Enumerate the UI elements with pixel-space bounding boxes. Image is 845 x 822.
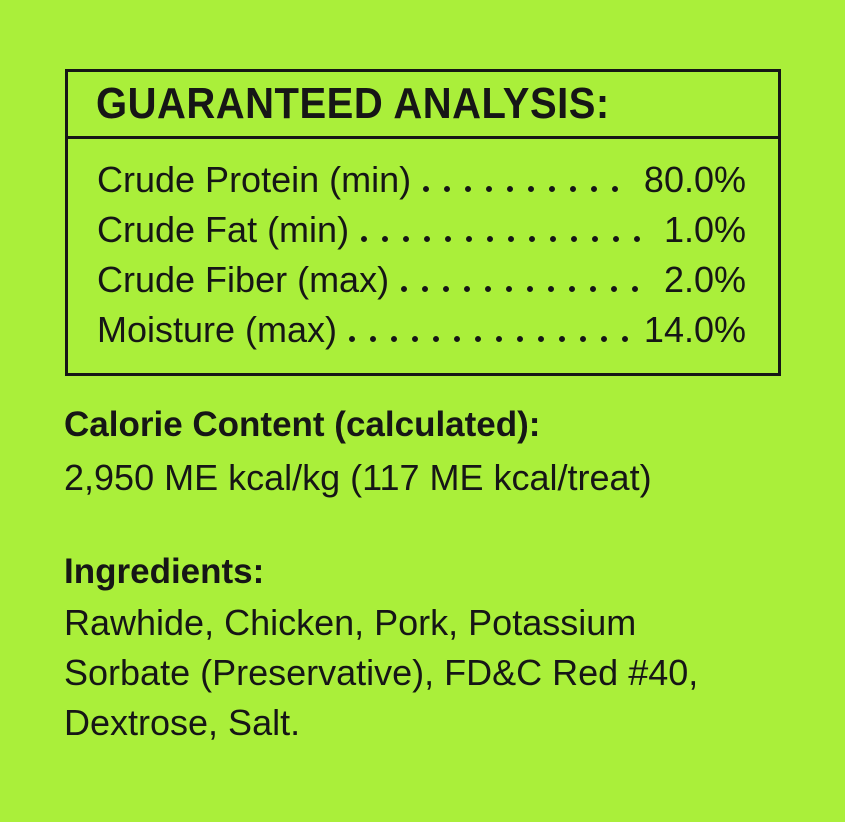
analysis-row-crude-protein: Crude Protein (min) 80.0% bbox=[97, 155, 746, 205]
dot-leader bbox=[361, 236, 650, 242]
analysis-value: 14.0% bbox=[643, 309, 746, 350]
calorie-content-value: 2,950 ME kcal/kg (117 ME kcal/treat) bbox=[64, 457, 652, 498]
analysis-row-moisture: Moisture (max) 14.0% bbox=[97, 305, 746, 355]
analysis-label: Crude Fiber (max) bbox=[97, 259, 390, 300]
analysis-label: Crude Protein (min) bbox=[97, 159, 412, 200]
ingredients-heading: Ingredients: bbox=[64, 552, 265, 591]
dot-leader bbox=[349, 336, 630, 342]
ingredients-line-1: Rawhide, Chicken, Pork, Potassium bbox=[64, 602, 637, 643]
calorie-content-section: Calorie Content (calculated): 2,950 ME k… bbox=[64, 402, 652, 504]
analysis-value: 1.0% bbox=[663, 209, 746, 250]
analysis-value: 80.0% bbox=[643, 159, 746, 200]
ingredients-section: Ingredients: Rawhide, Chicken, Pork, Pot… bbox=[64, 546, 698, 748]
analysis-row-crude-fiber: Crude Fiber (max) 2.0% bbox=[97, 255, 746, 305]
analysis-row-crude-fat: Crude Fat (min) 1.0% bbox=[97, 205, 746, 255]
guaranteed-analysis-header: GUARANTEED ANALYSIS: bbox=[68, 72, 778, 139]
dot-leader bbox=[423, 186, 630, 192]
ingredients-line-3: Dextrose, Salt. bbox=[64, 702, 301, 743]
ingredients-line-2: Sorbate (Preservative), FD&C Red #40, bbox=[64, 652, 699, 693]
dot-leader bbox=[401, 286, 650, 292]
guaranteed-analysis-title: GUARANTEED ANALYSIS: bbox=[96, 79, 610, 128]
analysis-value: 2.0% bbox=[663, 259, 746, 300]
guaranteed-analysis-rows: Crude Protein (min) 80.0% Crude Fat (min… bbox=[68, 139, 778, 355]
analysis-label: Moisture (max) bbox=[97, 309, 338, 350]
analysis-label: Crude Fat (min) bbox=[97, 209, 350, 250]
guaranteed-analysis-box: GUARANTEED ANALYSIS: Crude Protein (min)… bbox=[65, 69, 781, 376]
calorie-content-heading: Calorie Content (calculated): bbox=[64, 405, 541, 444]
